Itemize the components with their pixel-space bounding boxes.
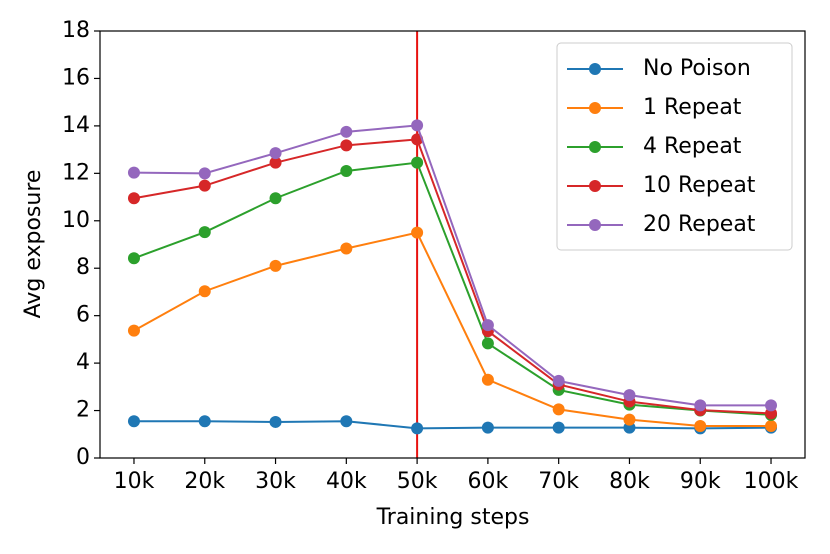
y-tick-label: 8 bbox=[76, 255, 90, 280]
point bbox=[340, 242, 353, 255]
x-tick-label: 20k bbox=[184, 469, 225, 494]
point bbox=[198, 167, 211, 180]
legend-marker bbox=[589, 102, 601, 114]
point bbox=[340, 125, 353, 138]
series-line bbox=[133, 231, 772, 427]
point bbox=[198, 285, 211, 298]
point bbox=[269, 147, 282, 160]
point bbox=[765, 399, 778, 412]
legend-label: 4 Repeat bbox=[643, 134, 742, 159]
y-axis-label: Avg exposure bbox=[21, 170, 46, 319]
y-tick-label: 14 bbox=[62, 113, 90, 138]
x-tick-label: 90k bbox=[680, 469, 721, 494]
y-tick-label: 6 bbox=[76, 303, 90, 328]
x-tick-label: 100k bbox=[744, 469, 799, 494]
point bbox=[127, 166, 140, 179]
point bbox=[340, 164, 353, 177]
legend-marker bbox=[589, 63, 601, 75]
point bbox=[552, 403, 565, 416]
point bbox=[623, 413, 636, 426]
point bbox=[552, 421, 565, 434]
legend-marker bbox=[589, 180, 601, 192]
legend-label: 20 Repeat bbox=[643, 212, 756, 237]
y-tick-label: 16 bbox=[62, 65, 90, 90]
point bbox=[269, 192, 282, 205]
point bbox=[552, 374, 565, 387]
series-line bbox=[133, 124, 772, 407]
point bbox=[340, 139, 353, 152]
y-tick-label: 4 bbox=[76, 350, 90, 375]
x-tick-label: 40k bbox=[326, 469, 367, 494]
x-tick-label: 30k bbox=[255, 469, 296, 494]
point bbox=[269, 259, 282, 272]
y-tick-label: 10 bbox=[62, 208, 90, 233]
point bbox=[198, 226, 211, 239]
legend-marker bbox=[589, 219, 601, 231]
point bbox=[127, 252, 140, 265]
x-tick-label: 10k bbox=[114, 469, 155, 494]
point bbox=[127, 415, 140, 428]
point bbox=[269, 156, 282, 169]
point bbox=[340, 415, 353, 428]
point bbox=[269, 415, 282, 428]
point bbox=[694, 419, 707, 432]
series-line bbox=[133, 138, 772, 415]
y-tick-label: 0 bbox=[76, 445, 90, 470]
x-tick-label: 70k bbox=[538, 469, 579, 494]
plot-frame bbox=[99, 30, 806, 459]
legend-label: No Poison bbox=[643, 56, 751, 81]
x-tick-label: 50k bbox=[397, 469, 438, 494]
series-line bbox=[133, 420, 772, 430]
legend-label: 10 Repeat bbox=[643, 173, 756, 198]
point bbox=[411, 156, 424, 169]
legend-box bbox=[556, 42, 793, 251]
series-line bbox=[133, 161, 772, 416]
point bbox=[481, 337, 494, 350]
point bbox=[411, 422, 424, 435]
point bbox=[623, 389, 636, 402]
point bbox=[765, 419, 778, 432]
point bbox=[411, 226, 424, 239]
y-tick-label: 2 bbox=[76, 398, 90, 423]
point bbox=[481, 319, 494, 332]
y-tick-label: 18 bbox=[62, 18, 90, 43]
point bbox=[694, 399, 707, 412]
point bbox=[127, 192, 140, 205]
y-tick-label: 12 bbox=[62, 160, 90, 185]
point bbox=[198, 179, 211, 192]
point bbox=[481, 373, 494, 386]
point bbox=[411, 119, 424, 132]
point bbox=[198, 415, 211, 428]
point bbox=[127, 324, 140, 337]
x-tick-label: 80k bbox=[609, 469, 650, 494]
point bbox=[481, 421, 494, 434]
x-tick-label: 60k bbox=[468, 469, 509, 494]
legend-label: 1 Repeat bbox=[643, 95, 742, 120]
legend-marker bbox=[589, 141, 601, 153]
x-axis-label: Training steps bbox=[376, 505, 530, 530]
